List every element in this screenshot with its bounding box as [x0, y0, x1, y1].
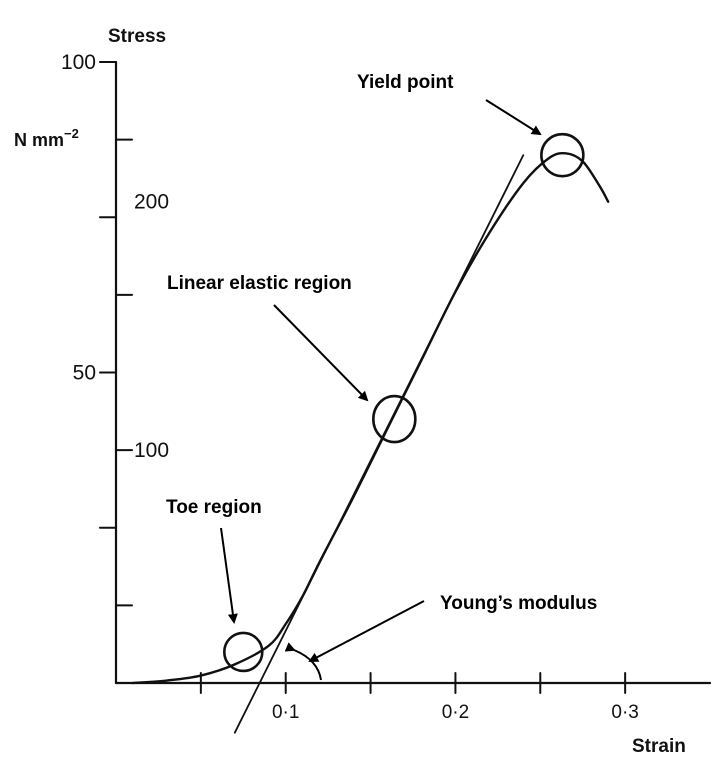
youngs-modulus-tangent-line	[233, 154, 525, 734]
y-tick-label-0: 50	[73, 362, 96, 385]
arrow-toe-region	[220, 527, 238, 624]
angle-arc-arrow	[284, 642, 322, 681]
axis-ticks: 50 100 100 200 0·1 0·2 0·3	[61, 51, 639, 723]
y-axis-unit: N mm−2	[14, 126, 79, 150]
arrow-yield-point	[485, 99, 542, 136]
yield-point-circle	[540, 132, 585, 178]
axes: Stress Strain N mm−2	[14, 26, 712, 757]
y-inner-tick-label-1: 200	[134, 191, 169, 214]
y-axis-unit-base: N mm	[14, 130, 64, 150]
toe-region-circle	[222, 631, 264, 673]
y-axis-unit-exponent: −2	[64, 126, 79, 141]
annotations: Yield point Linear elastic region Toe regi…	[166, 72, 597, 681]
curves	[131, 132, 610, 734]
label-youngs-modulus: Young’s modulus	[440, 593, 597, 614]
label-linear-elastic-region: Linear elastic region	[167, 273, 352, 294]
x-tick-label-0: 0·1	[272, 702, 299, 723]
linear-elastic-circle	[372, 394, 417, 444]
x-tick-label-2: 0·3	[611, 702, 638, 723]
x-tick-label-1: 0·2	[442, 702, 469, 723]
arrow-youngs-modulus	[308, 600, 425, 662]
y-axis-label: Stress	[108, 26, 166, 47]
y-inner-tick-label-0: 100	[134, 439, 169, 462]
x-axis-label: Strain	[632, 736, 686, 757]
y-tick-label-1: 100	[61, 51, 96, 74]
label-yield-point: Yield point	[357, 72, 454, 93]
label-toe-region: Toe region	[166, 497, 262, 518]
arrow-linear-elastic	[273, 304, 369, 402]
